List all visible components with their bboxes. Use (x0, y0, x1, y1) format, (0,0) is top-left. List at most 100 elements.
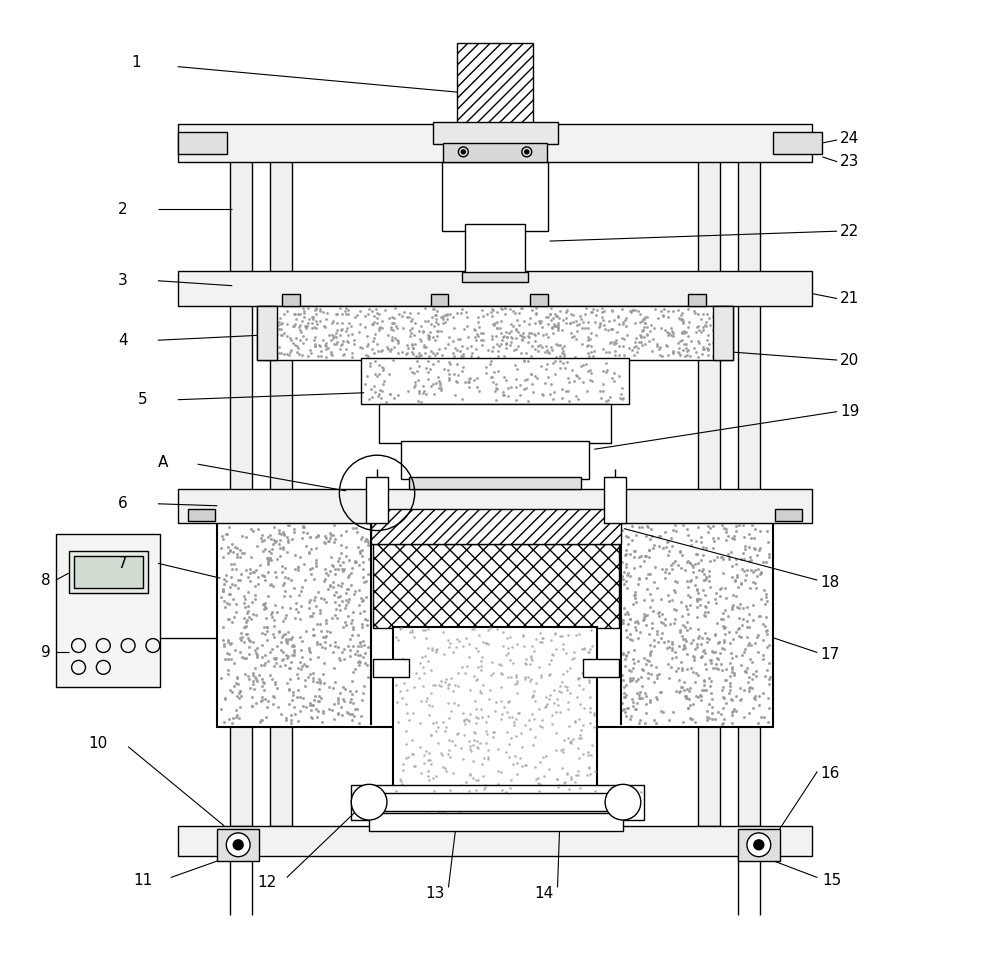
Point (575, 374, 591, 389)
Point (494, 782, 510, 797)
Point (308, 702, 324, 717)
Point (546, 797, 562, 812)
Point (399, 682, 415, 697)
Point (604, 321, 620, 337)
Point (724, 660, 740, 675)
Point (281, 631, 297, 646)
Point (692, 591, 708, 606)
Point (445, 309, 461, 324)
Point (516, 353, 532, 368)
Point (228, 562, 244, 577)
Point (415, 678, 431, 693)
Point (404, 624, 420, 640)
Point (474, 788, 490, 804)
Point (709, 550, 725, 565)
Point (573, 731, 589, 746)
Point (447, 677, 463, 692)
Point (633, 329, 649, 344)
Point (604, 371, 620, 386)
Point (696, 682, 712, 697)
Point (397, 786, 413, 802)
Point (555, 636, 571, 651)
Point (213, 670, 229, 686)
Point (627, 615, 643, 630)
Point (270, 699, 286, 714)
Point (716, 329, 732, 344)
Point (461, 815, 477, 830)
Point (292, 629, 308, 644)
Point (441, 733, 457, 748)
Point (217, 651, 233, 667)
Bar (775, 508, 802, 521)
Point (420, 753, 436, 768)
Point (701, 310, 717, 325)
Point (685, 559, 701, 574)
Point (337, 303, 353, 318)
Point (404, 796, 420, 811)
Point (409, 354, 425, 369)
Point (441, 711, 457, 726)
Point (474, 338, 490, 353)
Point (330, 705, 346, 720)
Point (433, 745, 449, 760)
Point (310, 585, 326, 600)
Point (749, 548, 765, 563)
Point (542, 306, 558, 321)
Point (324, 558, 340, 573)
Point (560, 627, 576, 643)
Point (639, 581, 655, 596)
Point (218, 568, 234, 583)
Point (287, 547, 303, 562)
Point (216, 593, 232, 608)
Point (354, 543, 370, 558)
Point (354, 620, 370, 635)
Point (739, 562, 755, 577)
Point (473, 702, 489, 717)
Point (515, 806, 531, 821)
Point (457, 666, 473, 681)
Point (728, 704, 744, 719)
Point (677, 641, 693, 656)
Point (706, 306, 722, 321)
Point (690, 555, 706, 571)
Point (631, 549, 647, 564)
Point (582, 700, 598, 715)
Point (225, 591, 241, 606)
Point (619, 568, 635, 583)
Point (693, 649, 709, 665)
Point (505, 303, 521, 318)
Point (256, 619, 272, 634)
Point (472, 798, 488, 813)
Point (431, 786, 447, 802)
Point (250, 522, 266, 537)
Point (321, 533, 337, 549)
Point (704, 706, 720, 721)
Point (603, 334, 619, 349)
Point (315, 706, 331, 721)
Point (710, 651, 726, 667)
Point (665, 523, 681, 538)
Point (280, 648, 296, 664)
Point (313, 348, 329, 363)
Point (637, 609, 653, 624)
Point (731, 628, 747, 643)
Point (242, 565, 258, 580)
Point (558, 384, 574, 399)
Text: 14: 14 (535, 886, 554, 901)
Point (736, 529, 752, 545)
Point (239, 627, 255, 643)
Point (443, 704, 459, 719)
Point (519, 372, 535, 387)
Point (740, 674, 756, 690)
Point (346, 586, 362, 601)
Point (703, 652, 719, 667)
Point (500, 645, 516, 661)
Point (532, 802, 548, 817)
Point (576, 642, 592, 657)
Point (259, 620, 275, 635)
Point (243, 550, 259, 565)
Point (463, 743, 479, 759)
Point (522, 310, 538, 325)
Point (360, 669, 376, 685)
Point (309, 709, 325, 724)
